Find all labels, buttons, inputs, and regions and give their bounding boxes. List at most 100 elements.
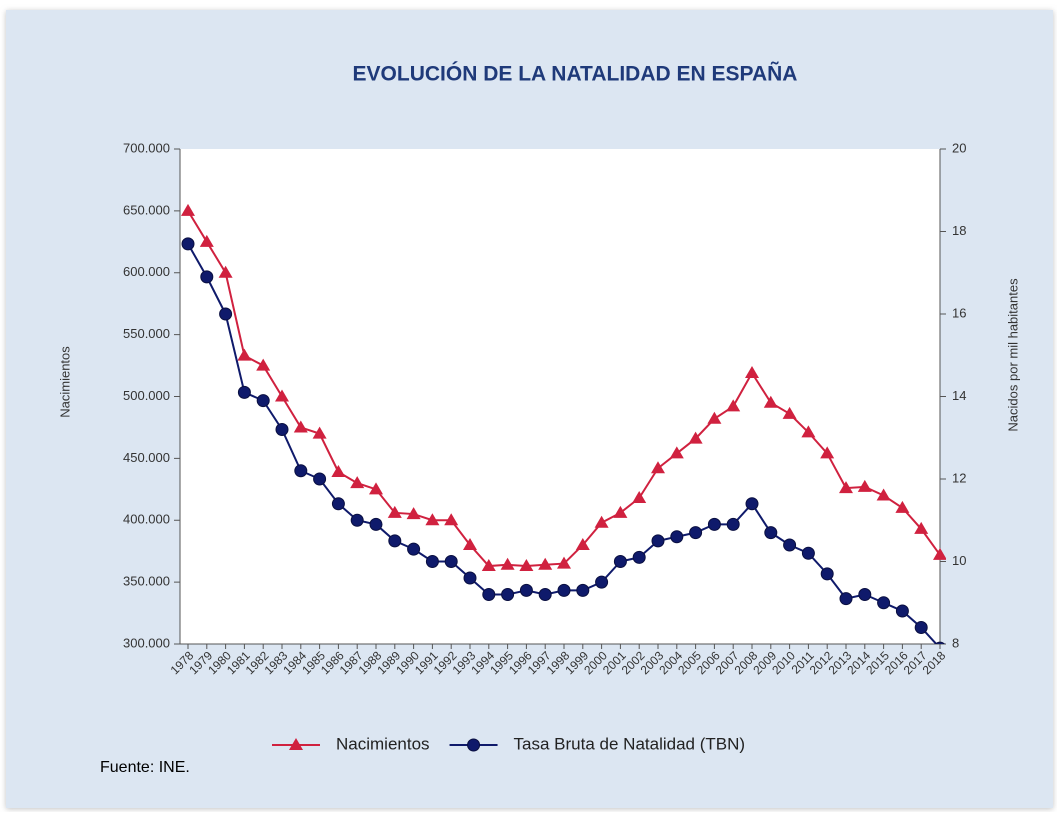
- marker-circle: [181, 237, 195, 251]
- y2-axis-title: Nacidos por mil habitantes: [1005, 278, 1020, 432]
- marker-triangle: [820, 446, 835, 459]
- marker-circle: [613, 555, 627, 568]
- marker-circle: [651, 534, 665, 548]
- marker-circle: [519, 583, 533, 597]
- marker-triangle: [481, 559, 496, 572]
- y-tick-label: 600.000: [123, 264, 170, 279]
- plot-area: [180, 149, 940, 644]
- series-group: [181, 203, 946, 644]
- marker-triangle: [801, 425, 816, 438]
- marker-triangle: [763, 395, 778, 408]
- marker-circle: [914, 621, 928, 634]
- marker-triangle: [613, 505, 628, 518]
- marker-triangle: [181, 203, 195, 216]
- marker-triangle: [293, 420, 308, 433]
- marker-circle: [482, 588, 496, 601]
- marker-circle: [576, 583, 590, 597]
- marker-triangle: [275, 389, 289, 402]
- marker-triangle: [707, 411, 722, 424]
- marker-circle: [820, 567, 834, 581]
- marker-circle: [934, 641, 946, 644]
- marker-triangle: [839, 481, 853, 494]
- y-tick-label: 500.000: [123, 388, 170, 403]
- y-tick-label: 450.000: [123, 450, 170, 465]
- marker-triangle: [500, 557, 515, 570]
- marker-triangle: [199, 234, 214, 247]
- marker-triangle: [669, 446, 684, 459]
- y2-tick-label: 12: [952, 470, 966, 485]
- marker-triangle: [406, 507, 421, 520]
- legend-marker: [467, 738, 481, 752]
- marker-circle: [707, 517, 721, 531]
- marker-triangle: [857, 479, 872, 492]
- source-note: Fuente: INE.: [100, 759, 190, 776]
- marker-triangle: [933, 547, 946, 560]
- marker-circle: [689, 526, 703, 540]
- y2-tick-label: 18: [952, 223, 966, 238]
- marker-triangle: [782, 406, 797, 419]
- marker-triangle: [218, 265, 233, 278]
- marker-circle: [839, 592, 853, 606]
- marker-circle: [858, 588, 872, 601]
- marker-circle: [256, 394, 270, 408]
- y2-tick-label: 8: [952, 635, 959, 650]
- marker-circle: [444, 555, 458, 568]
- marker-triangle: [519, 559, 534, 572]
- y2-tick-label: 10: [952, 553, 966, 568]
- marker-circle: [538, 588, 552, 601]
- marker-circle: [425, 555, 439, 568]
- legend-label: Nacimientos: [336, 734, 430, 753]
- marker-circle: [745, 497, 759, 511]
- marker-triangle: [350, 476, 365, 489]
- marker-circle: [331, 497, 345, 511]
- marker-triangle: [726, 399, 741, 412]
- marker-circle: [350, 513, 364, 527]
- marker-triangle: [425, 513, 440, 526]
- marker-circle: [219, 307, 233, 321]
- marker-triangle: [575, 538, 590, 550]
- marker-circle: [557, 583, 571, 597]
- marker-triangle: [387, 505, 402, 518]
- marker-circle: [275, 423, 289, 436]
- marker-circle: [313, 472, 327, 486]
- marker-triangle: [651, 461, 665, 474]
- marker-triangle: [369, 482, 383, 495]
- y2-tick-label: 20: [952, 140, 966, 155]
- marker-circle: [501, 588, 515, 601]
- marker-triangle: [914, 521, 929, 534]
- chart-title: EVOLUCIÓN DE LA NATALIDAD EN ESPAÑA: [353, 62, 798, 86]
- marker-circle: [407, 542, 421, 556]
- marker-circle: [670, 530, 684, 544]
- marker-triangle: [444, 513, 459, 526]
- marker-circle: [801, 546, 815, 560]
- marker-circle: [595, 575, 609, 589]
- marker-circle: [783, 538, 797, 552]
- marker-triangle: [463, 538, 477, 550]
- marker-circle: [877, 596, 891, 610]
- legend-label: Tasa Bruta de Natalidad (TBN): [514, 734, 746, 753]
- y-tick-label: 350.000: [123, 574, 170, 589]
- y-tick-label: 300.000: [123, 635, 170, 650]
- marker-circle: [726, 517, 740, 531]
- y2-tick-label: 16: [952, 305, 966, 320]
- marker-triangle: [745, 365, 759, 378]
- y-tick-label: 650.000: [123, 202, 170, 217]
- marker-circle: [388, 534, 402, 548]
- marker-circle: [463, 571, 477, 585]
- marker-circle: [632, 550, 646, 564]
- y-tick-label: 700.000: [123, 140, 170, 155]
- marker-triangle: [331, 464, 346, 477]
- marker-triangle: [895, 500, 910, 513]
- marker-circle: [764, 526, 778, 540]
- legend-marker: [289, 738, 303, 750]
- marker-triangle: [688, 431, 703, 444]
- marker-circle: [200, 270, 214, 284]
- y-axis-title: Nacimientos: [57, 346, 72, 418]
- marker-triangle: [237, 348, 252, 361]
- marker-circle: [237, 385, 251, 399]
- y-tick-label: 400.000: [123, 512, 170, 527]
- marker-circle: [294, 464, 308, 478]
- marker-triangle: [594, 515, 609, 528]
